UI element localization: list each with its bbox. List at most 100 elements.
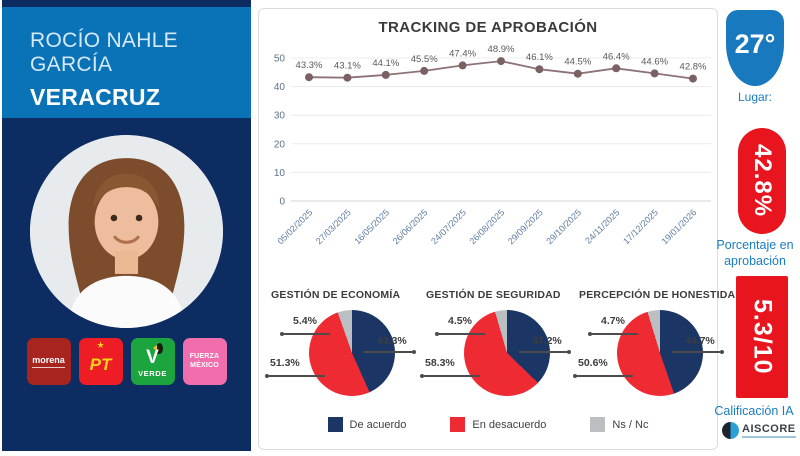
- pie-block-honestidad: PERCEPCIÓN DE HONESTIDAD 4.7% 44.7% 50.6…: [573, 279, 743, 417]
- svg-text:17/12/2025: 17/12/2025: [621, 207, 660, 246]
- svg-text:05/02/2025: 05/02/2025: [275, 207, 314, 246]
- pt-label: PT: [89, 354, 112, 374]
- chart-title: TRACKING DE APROBACIÓN: [378, 19, 598, 36]
- svg-text:10: 10: [274, 168, 286, 179]
- ranking-value: 27°: [734, 28, 776, 59]
- pt-star-icon: ★: [96, 340, 105, 350]
- pie-label-de-acuerdo: 43.3%: [377, 335, 407, 347]
- morena-label: morena: [32, 355, 65, 368]
- svg-text:45.5%: 45.5%: [411, 54, 438, 65]
- ia-score-caption: Calificación IA: [714, 404, 794, 418]
- legend-item-nsnc: Ns / Nc: [590, 417, 648, 432]
- pie-label-nsnc: 5.4%: [293, 315, 317, 327]
- pie-label-nsnc: 4.5%: [448, 315, 472, 327]
- callout-line: [588, 331, 638, 335]
- approval-percentage-value: 42.8%: [749, 144, 776, 218]
- legend-swatch-red: [450, 417, 466, 432]
- candidate-name: ROCÍO NAHLE GARCÍA: [30, 29, 178, 76]
- svg-text:43.1%: 43.1%: [334, 61, 361, 72]
- callout-line: [672, 349, 724, 353]
- svg-text:48.9%: 48.9%: [488, 44, 515, 55]
- svg-text:44.6%: 44.6%: [641, 56, 668, 67]
- pie-chart-honestidad: [617, 310, 703, 396]
- svg-text:47.4%: 47.4%: [449, 48, 476, 59]
- svg-text:43.3%: 43.3%: [296, 60, 323, 71]
- approval-line-chart: 0 10 20 30 40 50 43.3% 43.1% 44.1% 45.5% 47.4% 48.9…: [274, 44, 711, 246]
- svg-text:46.1%: 46.1%: [526, 52, 553, 63]
- svg-text:16/05/2025: 16/05/2025: [352, 207, 391, 246]
- pie-block-seguridad: GESTIÓN DE SEGURIDAD 4.5% 37.2% 58.3%: [420, 279, 572, 417]
- pie-chart-seguridad: [464, 310, 550, 396]
- tracking-card: TRACKING DE APROBACIÓN 0 10 20 30 40 50 43.3% 4…: [258, 8, 743, 450]
- svg-text:19/01/2026: 19/01/2026: [659, 207, 698, 246]
- ranking-caption: Lugar:: [737, 90, 773, 104]
- svg-text:26/08/2025: 26/08/2025: [467, 207, 506, 246]
- svg-text:42.8%: 42.8%: [680, 62, 707, 73]
- svg-text:0: 0: [279, 197, 285, 208]
- callout-line: [519, 349, 571, 353]
- svg-text:44.1%: 44.1%: [372, 58, 399, 69]
- callout-line: [435, 331, 485, 335]
- pie-label-en-desacuerdo: 58.3%: [425, 357, 455, 369]
- svg-text:24/11/2025: 24/11/2025: [583, 207, 621, 245]
- callout-line: [573, 373, 633, 377]
- pie-label-en-desacuerdo: 51.3%: [270, 357, 300, 369]
- aiscore-logo-text: AISCORE: [742, 423, 796, 438]
- callout-line: [280, 331, 330, 335]
- svg-text:44.5%: 44.5%: [564, 57, 591, 68]
- svg-text:46.4%: 46.4%: [603, 51, 630, 62]
- toucan-icon: [152, 343, 163, 354]
- approval-caption: Porcentaje en aprobación: [716, 238, 794, 268]
- pie-title: PERCEPCIÓN DE HONESTIDAD: [579, 289, 744, 301]
- ranking-badge: 27°: [726, 10, 784, 86]
- pie-label-nsnc: 4.7%: [601, 315, 625, 327]
- verde-label: VERDE: [138, 368, 167, 378]
- legend-label: De acuerdo: [349, 418, 407, 431]
- ia-score-value: 5.3/10: [748, 299, 777, 375]
- aiscore-logo-icon: [722, 422, 739, 439]
- pie-chart-economia: [309, 310, 395, 396]
- aiscore-logo: AISCORE: [722, 422, 798, 439]
- party-logos: morena ★ PT V VERDE FUERZA MÉXICO: [2, 338, 251, 385]
- pie-title: GESTIÓN DE ECONOMÍA: [271, 289, 401, 301]
- pie-block-economia: GESTIÓN DE ECONOMÍA 5.4% 43.3% 51.3%: [265, 279, 417, 417]
- candidate-sidebar: ROCÍO NAHLE GARCÍA VERACRUZ morena ★: [2, 0, 251, 451]
- svg-text:26/06/2025: 26/06/2025: [391, 207, 430, 246]
- pie-label-en-desacuerdo: 50.6%: [578, 357, 608, 369]
- svg-text:24/07/2025: 24/07/2025: [429, 207, 468, 246]
- svg-text:50: 50: [274, 54, 286, 65]
- pie-title: GESTIÓN DE SEGURIDAD: [426, 289, 561, 301]
- svg-text:40: 40: [274, 82, 286, 93]
- callout-line: [364, 349, 416, 353]
- ia-score-badge: 5.3/10: [736, 276, 788, 398]
- party-logo-morena: morena: [26, 338, 71, 385]
- verde-emblem: V: [146, 346, 159, 368]
- legend-label: En desacuerdo: [472, 418, 547, 431]
- candidate-header: ROCÍO NAHLE GARCÍA VERACRUZ: [2, 7, 251, 118]
- svg-text:30: 30: [274, 111, 286, 122]
- legend-swatch-gray: [590, 417, 606, 432]
- svg-text:29/09/2025: 29/09/2025: [506, 207, 545, 246]
- legend-swatch-navy: [327, 417, 343, 432]
- candidate-avatar-illustration: [30, 135, 223, 328]
- callout-line: [265, 373, 325, 377]
- callout-line: [420, 373, 480, 377]
- fuerza-mexico-label: FUERZA MÉXICO: [189, 352, 220, 369]
- candidate-photo: [30, 135, 223, 328]
- legend-label: Ns / Nc: [612, 418, 649, 431]
- pie-label-de-acuerdo: 44.7%: [685, 335, 715, 347]
- svg-text:29/10/2025: 29/10/2025: [544, 207, 583, 246]
- party-logo-verde: V VERDE: [130, 338, 175, 385]
- legend-item-de-acuerdo: De acuerdo: [327, 417, 407, 432]
- svg-text:20: 20: [274, 139, 286, 150]
- party-logo-fuerza-mexico: FUERZA MÉXICO: [182, 338, 227, 385]
- pie-label-de-acuerdo: 37.2%: [532, 335, 562, 347]
- party-logo-pt: ★ PT: [78, 338, 123, 385]
- svg-text:27/03/2025: 27/03/2025: [314, 207, 353, 246]
- pie-charts-row: GESTIÓN DE ECONOMÍA 5.4% 43.3% 51.3% GES…: [259, 279, 743, 417]
- legend-item-en-desacuerdo: En desacuerdo: [450, 417, 546, 432]
- approval-percentage-badge: 42.8%: [738, 128, 786, 234]
- pie-legend: De acuerdo En desacuerdo Ns / Nc: [259, 417, 717, 432]
- candidate-state: VERACRUZ: [30, 83, 161, 110]
